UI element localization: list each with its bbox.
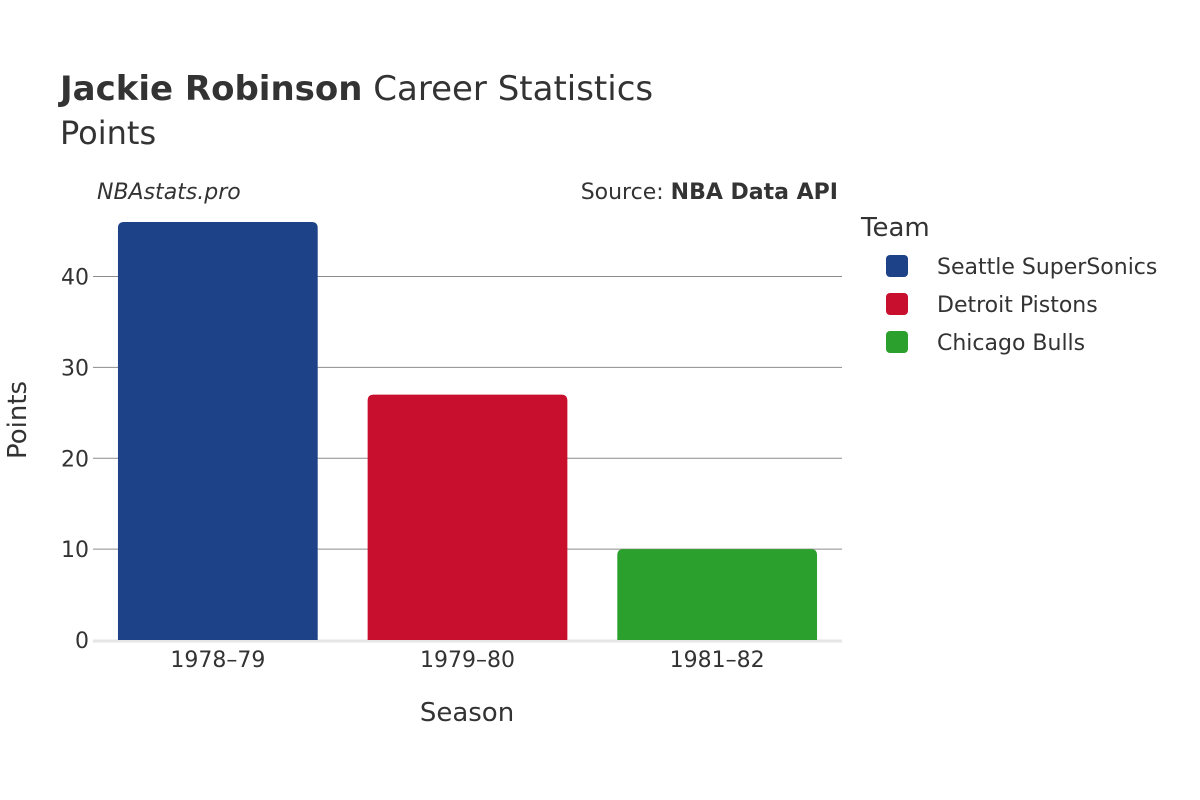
source-prefix: Source: [581, 180, 671, 205]
legend-swatch [886, 331, 908, 353]
legend-label: Seattle SuperSonics [937, 255, 1157, 280]
x-tick-label: 1979–80 [420, 648, 515, 673]
legend-item[interactable]: Seattle SuperSonics [886, 255, 1157, 280]
chart-subtitle: Points [60, 114, 156, 152]
source-name: NBA Data API [671, 180, 838, 205]
legend-label: Chicago Bulls [937, 331, 1085, 356]
y-axis-title: Points [3, 381, 33, 459]
legend-label: Detroit Pistons [937, 293, 1098, 318]
bars [117, 222, 818, 640]
legend-item[interactable]: Chicago Bulls [886, 331, 1085, 356]
source-note: Source: NBA Data API [581, 180, 838, 205]
bar-chicago-bulls[interactable] [617, 549, 818, 640]
title-rest: Career Statistics [362, 69, 653, 109]
bar-seattle-supersonics[interactable] [117, 222, 318, 640]
x-tick-label: 1981–82 [670, 648, 765, 673]
y-tick-label: 30 [61, 356, 89, 381]
chart-title: Jackie Robinson Career Statistics [58, 69, 653, 109]
watermark: NBAstats.pro [97, 180, 241, 205]
legend-swatch [886, 255, 908, 277]
x-tick-label: 1978–79 [170, 648, 265, 673]
legend-title: Team [860, 213, 930, 243]
x-axis-ticks: 1978–79 1979–80 1981–82 [170, 648, 764, 673]
legend-item[interactable]: Detroit Pistons [886, 293, 1098, 318]
y-tick-label: 40 [61, 266, 89, 291]
x-axis-title: Season [420, 698, 514, 728]
legend-swatch [886, 293, 908, 315]
y-tick-label: 0 [75, 629, 89, 654]
y-tick-label: 20 [61, 447, 89, 472]
title-player-name: Jackie Robinson [58, 69, 362, 109]
y-axis-ticks: 0 10 20 30 40 [61, 266, 89, 654]
y-tick-label: 10 [61, 538, 89, 563]
bar-detroit-pistons[interactable] [367, 394, 568, 640]
legend: Seattle SuperSonics Detroit Pistons Chicag… [886, 255, 1157, 356]
